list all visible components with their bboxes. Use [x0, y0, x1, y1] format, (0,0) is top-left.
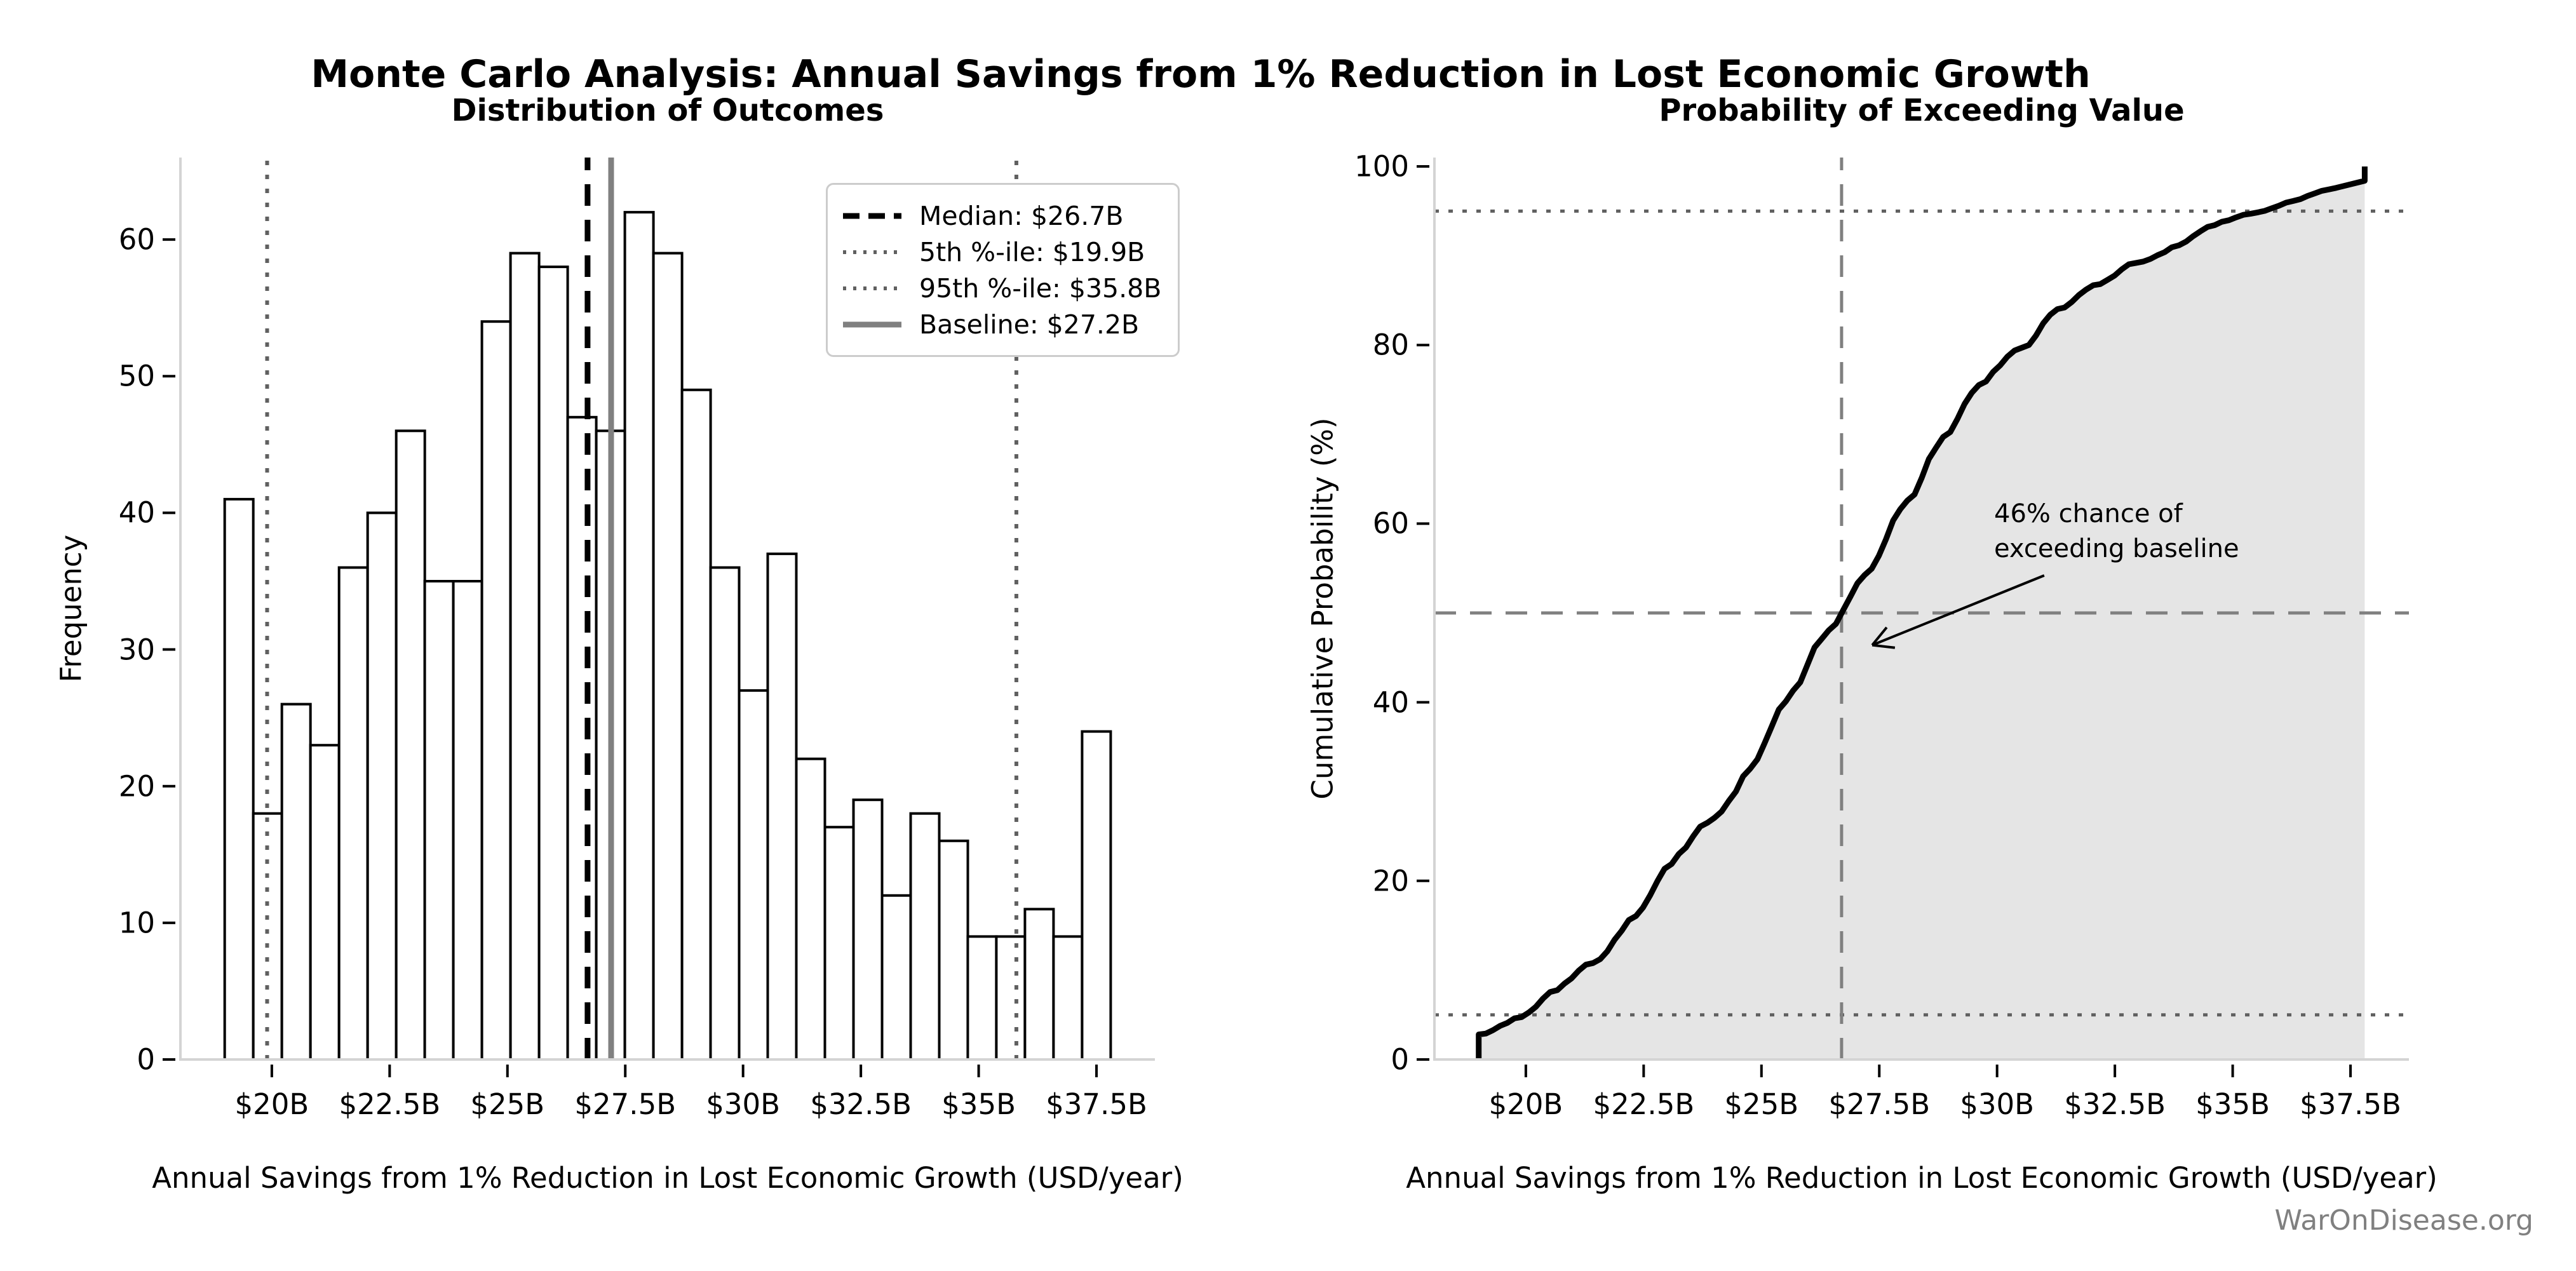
legend: Median: $26.7B 5th %-ile: $19.9B 95th %-il…: [826, 183, 1180, 357]
right-chart-title: Probability of Exceeding Value: [1659, 93, 2185, 128]
x-tick-label: $20B: [234, 1087, 309, 1121]
watermark: WarOnDisease.org: [2274, 1204, 2533, 1237]
x-tick-label: $30B: [706, 1087, 781, 1121]
histogram-bar: [480, 320, 512, 1061]
x-tick-label: $30B: [1960, 1087, 2035, 1121]
x-tick-label: $37.5B: [2300, 1087, 2401, 1121]
legend-item-baseline: Baseline: $27.2B: [842, 306, 1161, 342]
y-tick-label: 40: [118, 495, 155, 530]
histogram-bars: [223, 211, 1112, 1061]
x-tick-label: $20B: [1488, 1087, 1563, 1121]
annotation-line-2: exceeding baseline: [1994, 534, 2239, 563]
histogram-bar: [566, 415, 598, 1061]
histogram-bar: [1023, 908, 1055, 1061]
histogram-bar: [1081, 730, 1112, 1061]
x-tick-label: $25B: [470, 1087, 545, 1121]
cdf-curve: [1476, 166, 2368, 1059]
y-tick-label: 60: [118, 222, 155, 257]
left-chart-title: Distribution of Outcomes: [451, 93, 884, 128]
histogram-bar: [709, 566, 741, 1061]
x-tick-label: $37.5B: [1046, 1087, 1147, 1121]
axes: [1417, 158, 2409, 1077]
x-tick-label: $27.5B: [574, 1087, 677, 1121]
y-tick-label: 30: [118, 633, 155, 667]
histogram-bar: [938, 839, 969, 1061]
histogram-bar: [909, 812, 941, 1061]
legend-sample-solid-line: [843, 321, 901, 327]
histogram-bar: [280, 703, 312, 1061]
legend-sample-dotted-line: [843, 250, 901, 254]
legend-label: 95th %-ile: $35.8B: [919, 272, 1162, 304]
x-tick-label: $35B: [2195, 1087, 2270, 1121]
histogram-bar: [423, 580, 455, 1061]
legend-sample-dotted-line: [843, 286, 901, 290]
histogram-bar: [623, 211, 655, 1061]
y-tick-label: 10: [118, 906, 155, 940]
annotation-arrow: [1871, 574, 2045, 649]
y-tick-label: 0: [137, 1042, 155, 1077]
histogram-bar: [337, 566, 369, 1061]
x-tick-label: $27.5B: [1828, 1087, 1931, 1121]
legend-sample-dashed-line: [843, 213, 901, 219]
histogram-bar: [966, 935, 998, 1061]
legend-label: Median: $26.7B: [919, 200, 1124, 231]
histogram-bar: [652, 252, 684, 1061]
histogram-bar: [1052, 935, 1084, 1061]
legend-label: Baseline: $27.2B: [919, 309, 1140, 340]
histogram-bar: [309, 744, 341, 1061]
right-y-axis-label: Cumulative Probability (%): [1305, 417, 1340, 800]
y-tick-label: 20: [1372, 864, 1409, 898]
y-tick-label: 40: [1372, 685, 1409, 720]
histogram-bar: [995, 935, 1027, 1061]
annotation-line-1: 46% chance of: [1994, 499, 2183, 528]
y-tick-label: 50: [118, 359, 155, 393]
x-tick-label: $32.5B: [810, 1087, 912, 1121]
x-tick-label: $22.5B: [339, 1087, 441, 1121]
histogram-bar: [795, 757, 826, 1061]
axes: [163, 158, 1155, 1077]
histogram-bar: [509, 252, 541, 1061]
x-tick-label: $22.5B: [1593, 1087, 1695, 1121]
x-tick-label: $32.5B: [2064, 1087, 2166, 1121]
histogram-bar: [452, 580, 483, 1061]
histogram-bar: [252, 812, 283, 1061]
y-tick-label: 60: [1372, 506, 1409, 541]
histogram-bar: [852, 798, 884, 1061]
y-tick-label: 20: [118, 769, 155, 804]
legend-item-percentile-95: 95th %-ile: $35.8B: [842, 270, 1161, 306]
histogram-bar: [823, 826, 855, 1061]
right-x-axis-label: Annual Savings from 1% Reduction in Lost…: [1406, 1161, 2438, 1195]
legend-label: 5th %-ile: $19.9B: [919, 236, 1145, 267]
annotation-text: 46% chance of exceeding baseline: [1994, 497, 2239, 567]
left-x-axis-label: Annual Savings from 1% Reduction in Lost…: [152, 1161, 1183, 1195]
histogram-bar: [223, 497, 255, 1061]
histogram-bar: [680, 388, 712, 1061]
histogram-bar: [738, 689, 769, 1061]
legend-item-percentile-5: 5th %-ile: $19.9B: [842, 234, 1161, 270]
legend-item-median: Median: $26.7B: [842, 198, 1161, 234]
histogram-bar: [537, 266, 569, 1061]
cdf-area: [1478, 166, 2365, 1060]
histogram-bar: [366, 511, 398, 1061]
histogram-bar: [766, 552, 798, 1061]
y-tick-label: 0: [1391, 1042, 1409, 1077]
x-tick-label: $35B: [941, 1087, 1016, 1121]
x-tick-label: $25B: [1724, 1087, 1799, 1121]
figure-title: Monte Carlo Analysis: Annual Savings fro…: [311, 52, 2091, 97]
y-tick-label: 80: [1372, 328, 1409, 362]
y-tick-label: 100: [1354, 149, 1409, 184]
histogram-bar: [880, 894, 912, 1061]
histogram-bar: [394, 429, 426, 1061]
